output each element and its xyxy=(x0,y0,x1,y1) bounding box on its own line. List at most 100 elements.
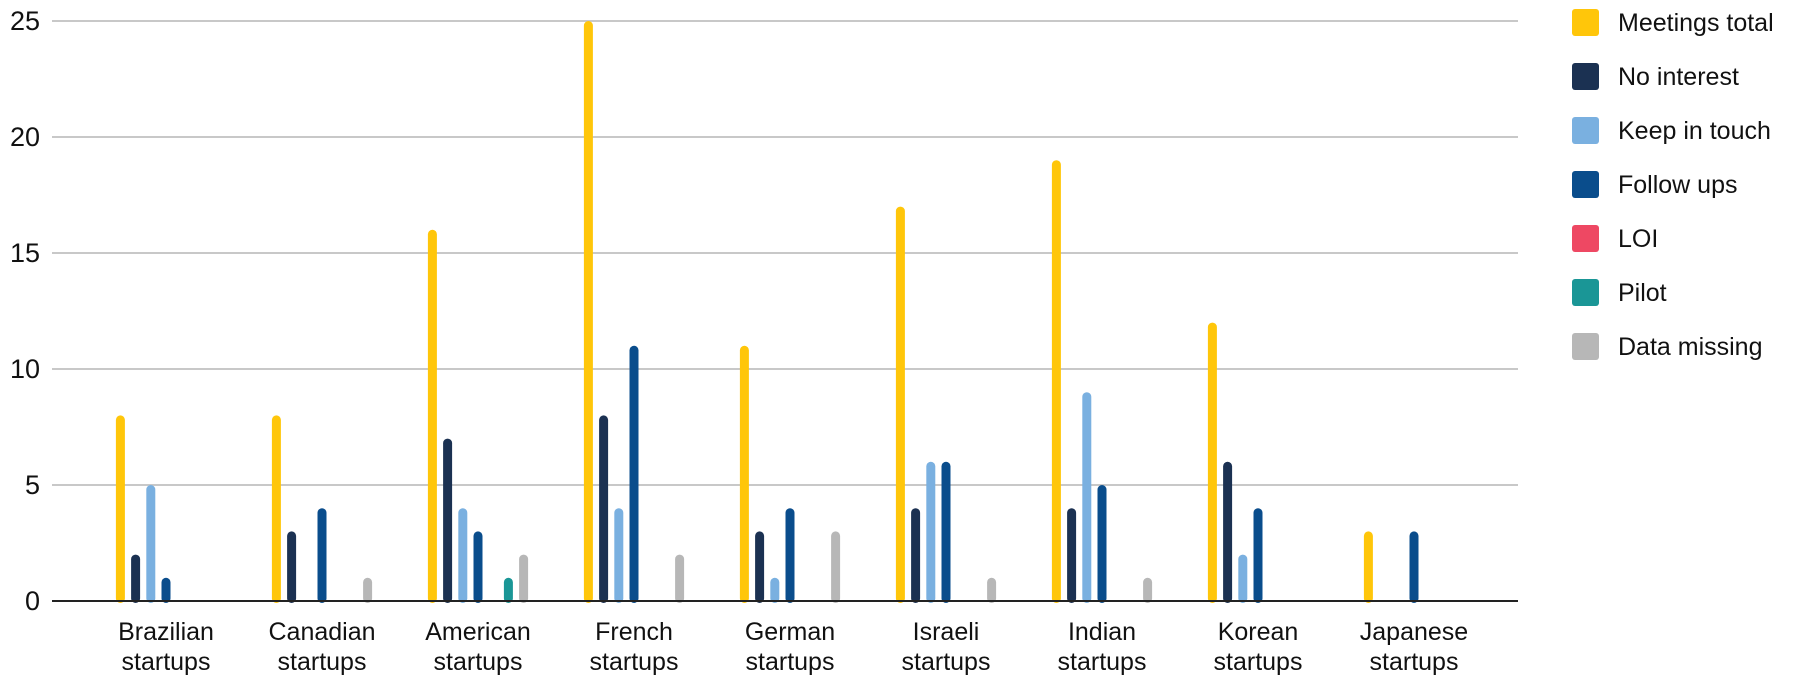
legend-label: Keep in touch xyxy=(1618,117,1771,145)
bar-no-interest xyxy=(443,438,453,603)
legend-label: Meetings total xyxy=(1618,9,1774,37)
bar-no-interest xyxy=(1223,461,1233,603)
bar-no-interest xyxy=(599,415,609,603)
bar-data-missing xyxy=(1143,577,1153,603)
bar-keep-in-touch xyxy=(614,508,624,603)
y-tick-label: 10 xyxy=(10,354,40,384)
y-tick-label: 20 xyxy=(10,122,40,152)
x-tick-label: Indian xyxy=(1068,618,1136,646)
bar-data-missing xyxy=(675,554,685,603)
legend-label: Follow ups xyxy=(1618,171,1738,199)
x-tick-label: startups xyxy=(434,648,523,676)
x-tick-label: startups xyxy=(902,648,991,676)
legend: Meetings total No interest Keep in touch Fo… xyxy=(1572,9,1774,361)
bar-follow-ups xyxy=(473,531,483,603)
bar-meetings-total xyxy=(1207,322,1217,603)
legend-swatch xyxy=(1572,117,1599,144)
y-tick-label: 0 xyxy=(25,586,40,616)
legend-swatch xyxy=(1572,225,1599,252)
legend-swatch xyxy=(1572,63,1599,90)
bar-meetings-total xyxy=(895,206,905,603)
bar-meetings-total xyxy=(427,229,437,604)
x-tick-label: American xyxy=(425,618,531,646)
bar-pilot xyxy=(503,577,513,603)
legend-label: Pilot xyxy=(1618,279,1667,307)
bar-meetings-total xyxy=(115,415,125,603)
legend-swatch xyxy=(1572,333,1599,360)
x-tick-label: Korean xyxy=(1218,618,1299,646)
bar-follow-ups xyxy=(1097,485,1107,603)
bar-no-interest xyxy=(1067,508,1077,603)
legend-item: Keep in touch xyxy=(1572,117,1771,145)
bar-no-interest xyxy=(755,531,765,603)
x-tick-label: French xyxy=(595,618,673,646)
bar-follow-ups xyxy=(941,461,951,603)
legend-swatch xyxy=(1572,9,1599,36)
x-tick-label: Japanese xyxy=(1360,618,1468,646)
x-tick-label: German xyxy=(745,618,835,646)
bar-meetings-total xyxy=(583,21,593,603)
bar-meetings-total xyxy=(271,415,281,603)
gridlines xyxy=(52,20,1518,486)
bar-meetings-total xyxy=(1051,160,1061,603)
bars xyxy=(115,21,1419,604)
y-tick-label: 5 xyxy=(25,470,40,500)
bar-meetings-total xyxy=(739,345,749,603)
x-tick-label: startups xyxy=(746,648,835,676)
bar-keep-in-touch xyxy=(770,577,780,603)
legend-label: LOI xyxy=(1618,225,1658,253)
bar-data-missing xyxy=(987,577,997,603)
x-tick-label: startups xyxy=(1214,648,1303,676)
y-axis: 0 5 10 15 20 25 xyxy=(10,6,40,616)
x-tick-label: Brazilian xyxy=(118,618,214,646)
x-tick-label: startups xyxy=(1370,648,1459,676)
x-tick-label: startups xyxy=(590,648,679,676)
bar-follow-ups xyxy=(161,577,171,603)
bar-keep-in-touch xyxy=(458,508,468,603)
bar-follow-ups xyxy=(1409,531,1419,603)
legend-swatch xyxy=(1572,279,1599,306)
y-tick-label: 25 xyxy=(10,6,40,36)
bar-no-interest xyxy=(287,531,297,603)
bar-no-interest xyxy=(911,508,921,603)
bar-keep-in-touch xyxy=(146,485,156,603)
bar-data-missing xyxy=(363,577,373,603)
bar-data-missing xyxy=(831,531,841,603)
bar-follow-ups xyxy=(785,508,795,603)
bar-keep-in-touch xyxy=(1238,554,1248,603)
x-tick-label: startups xyxy=(278,648,367,676)
bar-follow-ups xyxy=(1253,508,1263,603)
legend-item: No interest xyxy=(1572,63,1739,91)
bar-data-missing xyxy=(519,554,529,603)
legend-item: Pilot xyxy=(1572,279,1667,307)
legend-item: LOI xyxy=(1572,225,1658,253)
x-tick-label: startups xyxy=(122,648,211,676)
x-tick-label: Canadian xyxy=(268,618,375,646)
legend-label: Data missing xyxy=(1618,333,1763,361)
bar-no-interest xyxy=(131,554,141,603)
x-tick-label: Israeli xyxy=(913,618,980,646)
legend-label: No interest xyxy=(1618,63,1739,91)
bar-meetings-total xyxy=(1363,531,1373,603)
x-tick-label: startups xyxy=(1058,648,1147,676)
legend-swatch xyxy=(1572,171,1599,198)
bar-keep-in-touch xyxy=(1082,392,1092,603)
x-axis: BrazilianstartupsCanadianstartupsAmerica… xyxy=(118,618,1468,676)
bar-follow-ups xyxy=(629,345,639,603)
legend-item: Data missing xyxy=(1572,333,1763,361)
bar-follow-ups xyxy=(317,508,327,603)
legend-item: Meetings total xyxy=(1572,9,1774,37)
bar-keep-in-touch xyxy=(926,461,936,603)
y-tick-label: 15 xyxy=(10,238,40,268)
legend-item: Follow ups xyxy=(1572,171,1738,199)
